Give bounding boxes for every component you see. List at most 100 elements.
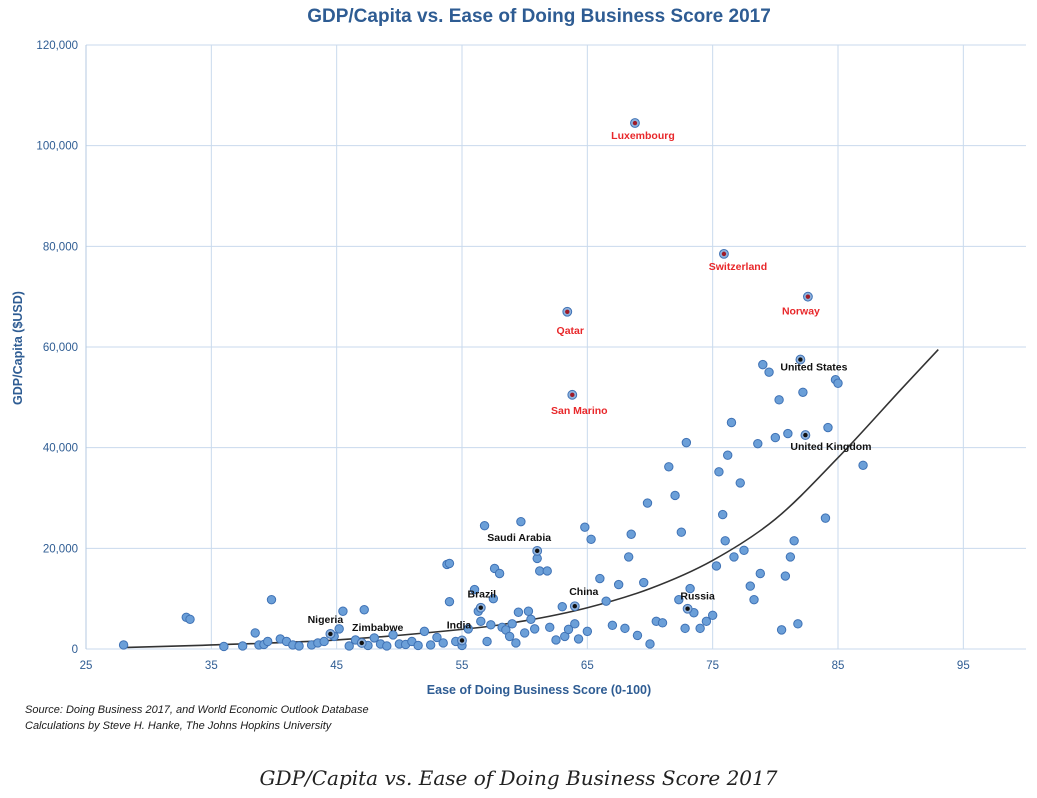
data-point: [388, 630, 398, 640]
grid-lines: [85, 44, 1026, 650]
chart-title: GDP/Capita vs. Ease of Doing Business Sc…: [307, 6, 771, 27]
data-point: [319, 636, 329, 647]
y-tick-label: 40,000: [43, 443, 78, 455]
labeled-point-marker: [572, 604, 577, 609]
data-point: [785, 552, 796, 562]
data-point: [334, 624, 344, 634]
data-point: [469, 584, 480, 595]
data-point: [701, 616, 712, 627]
data-point: [294, 641, 304, 651]
data-point: [507, 619, 517, 629]
data-point: [626, 529, 636, 539]
labeled-point-marker: [535, 548, 540, 554]
data-point: [118, 640, 129, 650]
data-point: [707, 610, 718, 620]
data-point: [717, 509, 728, 520]
y-tick-label: 0: [72, 644, 78, 656]
data-point: [670, 490, 680, 501]
x-tick-label: 35: [205, 660, 218, 672]
data-point: [516, 516, 526, 527]
data-point: [463, 624, 473, 634]
point-label: United Kingdom: [790, 441, 871, 453]
data-point: [523, 606, 534, 616]
labeled-point-marker: [721, 251, 727, 257]
data-point: [513, 607, 524, 617]
data-point: [776, 625, 787, 635]
data-point: [263, 636, 273, 647]
data-point: [586, 534, 596, 544]
point-label: Zimbabwe: [352, 622, 404, 634]
y-axis-title: GDP/Capita ($USD): [11, 291, 25, 405]
x-tick-label: 75: [706, 660, 719, 672]
labeled-point-marker: [632, 120, 638, 126]
data-point: [338, 606, 348, 616]
data-point: [613, 579, 624, 590]
data-point: [438, 638, 448, 648]
data-point: [755, 568, 765, 579]
data-point: [444, 596, 455, 607]
data-point: [425, 640, 436, 650]
data-point: [798, 387, 808, 397]
point-label: Saudi Arabia: [487, 532, 551, 544]
data-point: [601, 596, 611, 606]
data-point: [674, 594, 684, 605]
data-point: [753, 438, 763, 449]
data-point: [344, 641, 354, 651]
point-label: Brazil: [468, 589, 497, 601]
x-tick-label: 25: [80, 660, 93, 672]
x-tick-label: 65: [581, 660, 594, 672]
data-point: [639, 577, 649, 588]
data-point: [685, 583, 695, 594]
data-point: [620, 623, 630, 634]
data-point: [764, 367, 774, 377]
data-point: [789, 536, 799, 546]
data-point: [479, 520, 490, 531]
x-tick-label: 95: [957, 660, 970, 672]
data-point: [680, 623, 690, 634]
data-point: [494, 568, 505, 579]
labeled-point-marker: [359, 640, 364, 646]
data-point: [745, 581, 755, 591]
data-point: [444, 558, 455, 569]
data-point: [482, 636, 492, 647]
data-point: [664, 462, 674, 472]
data-point: [382, 641, 392, 651]
data-point: [570, 619, 580, 629]
data-point: [632, 630, 643, 641]
y-tick-label: 80,000: [43, 241, 78, 253]
data-point: [793, 619, 803, 629]
data-point: [749, 594, 759, 605]
data-point: [720, 536, 730, 546]
data-point: [607, 620, 618, 631]
labeled-point-marker: [328, 631, 333, 637]
point-label: Qatar: [557, 325, 584, 337]
data-point: [560, 631, 570, 642]
data-point: [580, 522, 590, 532]
data-point: [219, 641, 229, 652]
point-label: United States: [780, 362, 847, 374]
data-point: [623, 552, 634, 562]
labeled-point-marker: [565, 309, 570, 314]
y-tick-label: 120,000: [36, 40, 78, 52]
labeled-point-marker: [478, 605, 483, 610]
labeled-point-marker: [459, 638, 465, 643]
y-tick-label: 60,000: [43, 342, 78, 354]
trend-line: [123, 348, 939, 649]
labeled-point-marker: [805, 294, 811, 299]
point-label: Luxembourg: [611, 130, 675, 142]
labeled-point-marker: [798, 357, 803, 362]
x-tick-label: 45: [330, 660, 343, 672]
data-point: [642, 498, 653, 508]
data-point: [413, 640, 423, 651]
data-point: [573, 634, 584, 644]
data-point: [545, 622, 555, 633]
data-point: [858, 460, 868, 470]
data-point: [676, 527, 687, 537]
data-point: [645, 639, 655, 649]
labeled-point-marker: [803, 432, 808, 438]
data-point: [820, 513, 831, 523]
data-point: [526, 614, 536, 625]
data-point: [681, 437, 692, 448]
point-label: China: [569, 586, 598, 598]
data-point: [711, 561, 722, 571]
